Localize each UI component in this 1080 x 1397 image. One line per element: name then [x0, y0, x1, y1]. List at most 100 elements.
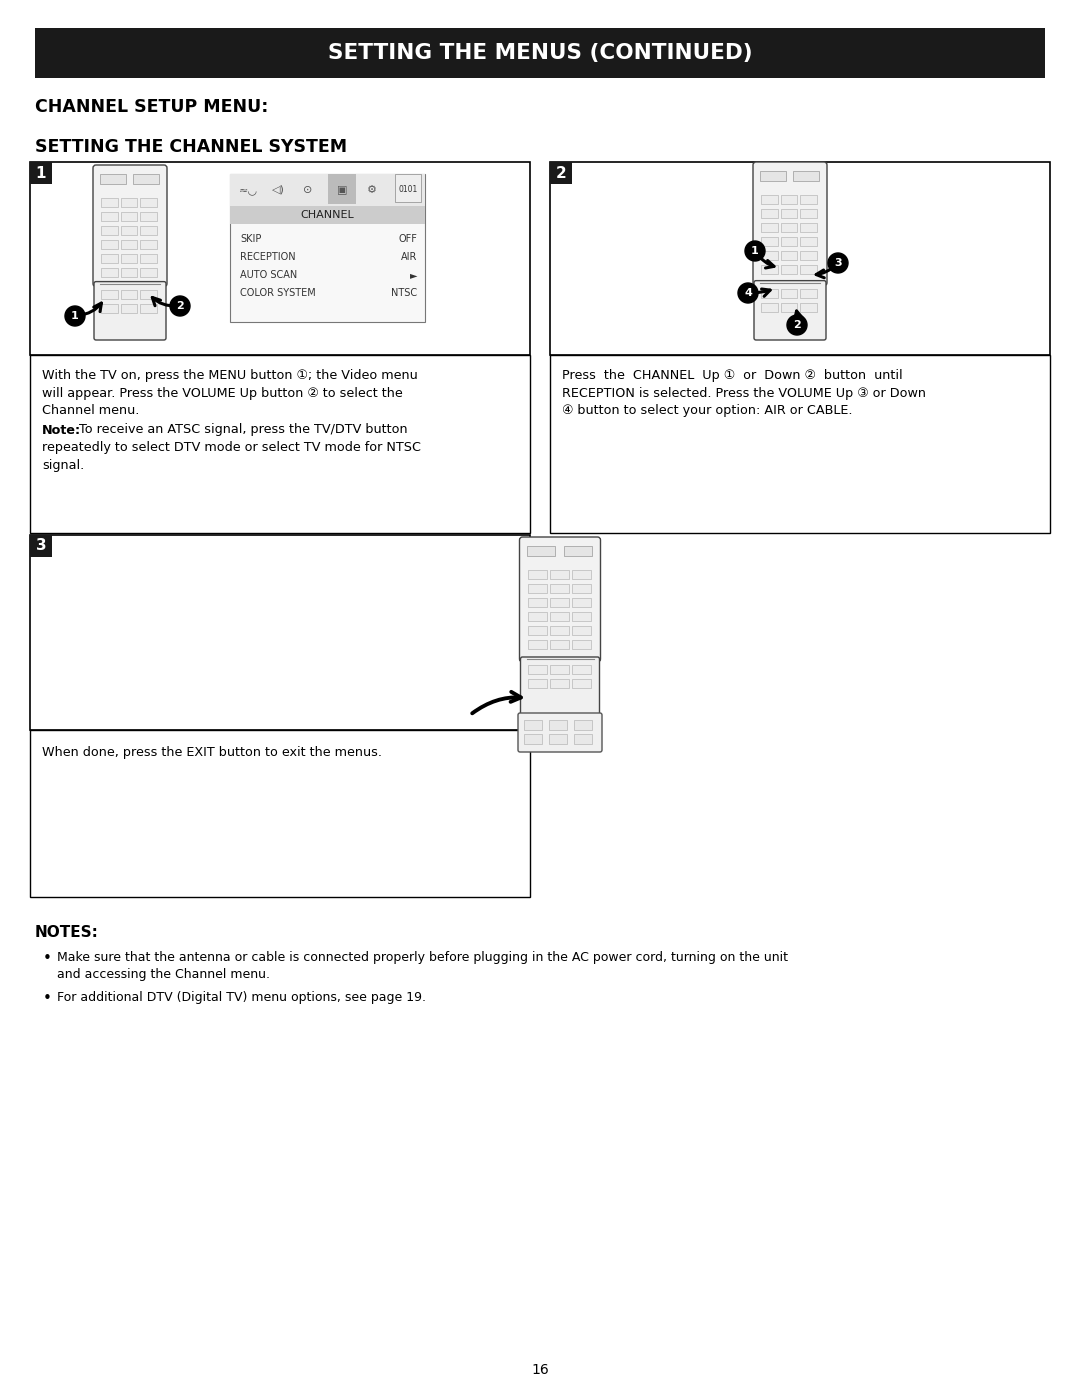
Text: NTSC: NTSC [391, 288, 417, 298]
Text: repeatedly to select DTV mode or select TV mode for NTSC: repeatedly to select DTV mode or select … [42, 441, 421, 454]
Bar [761, 265, 778, 274]
Bar [550, 626, 568, 636]
Bar [102, 268, 118, 277]
Text: OFF: OFF [399, 235, 417, 244]
Bar [140, 254, 157, 263]
Bar [571, 626, 591, 636]
Bar [781, 251, 797, 260]
Bar [549, 719, 567, 731]
Text: 1: 1 [751, 246, 759, 256]
Bar [140, 226, 157, 235]
Bar [550, 584, 568, 592]
Text: 2: 2 [176, 300, 184, 312]
Circle shape [65, 306, 85, 326]
Text: Channel menu.: Channel menu. [42, 404, 139, 416]
Bar [800, 210, 816, 218]
Bar [121, 198, 137, 207]
Bar [30, 355, 530, 534]
Bar [527, 584, 546, 592]
Bar [573, 733, 592, 745]
Bar [140, 240, 157, 249]
Bar [140, 289, 157, 299]
Text: ⊙: ⊙ [303, 184, 313, 196]
Bar [102, 198, 118, 207]
Text: will appear. Press the VOLUME Up button ② to select the: will appear. Press the VOLUME Up button … [42, 387, 403, 400]
Text: AUTO SCAN: AUTO SCAN [240, 270, 297, 279]
Text: 1: 1 [71, 312, 79, 321]
Text: RECEPTION: RECEPTION [240, 251, 296, 263]
Text: CHANNEL SETUP MENU:: CHANNEL SETUP MENU: [35, 98, 268, 116]
FancyBboxPatch shape [518, 712, 602, 752]
Text: Press  the  CHANNEL  Up ①  or  Down ②  button  until: Press the CHANNEL Up ① or Down ② button … [562, 369, 903, 381]
Text: •: • [43, 951, 52, 965]
Bar [781, 303, 797, 312]
Bar [800, 237, 816, 246]
Bar [121, 268, 137, 277]
Bar [800, 303, 816, 312]
Bar [800, 196, 816, 204]
Bar [800, 289, 816, 298]
Bar [550, 679, 568, 687]
Text: 16: 16 [531, 1363, 549, 1377]
Bar [761, 210, 778, 218]
Text: •: • [43, 990, 52, 1006]
Circle shape [828, 253, 848, 272]
Bar [30, 162, 530, 355]
Bar [527, 665, 546, 673]
Text: ▣: ▣ [337, 184, 348, 196]
Bar [102, 254, 118, 263]
Bar [794, 170, 820, 182]
Bar [781, 237, 797, 246]
Text: ◁): ◁) [271, 184, 284, 196]
Bar [121, 240, 137, 249]
Text: With the TV on, press the MENU button ①; the Video menu: With the TV on, press the MENU button ①;… [42, 369, 418, 381]
Bar [102, 303, 118, 313]
Bar [571, 612, 591, 622]
Text: ⚙: ⚙ [367, 184, 377, 196]
Bar [140, 303, 157, 313]
Text: 2: 2 [793, 320, 801, 330]
Bar [230, 175, 426, 321]
Bar [121, 212, 137, 221]
Bar [527, 570, 546, 578]
Bar [527, 598, 546, 608]
Bar [571, 598, 591, 608]
Text: AIR: AIR [401, 251, 417, 263]
Bar [527, 612, 546, 622]
Text: To receive an ATSC signal, press the TV/DTV button: To receive an ATSC signal, press the TV/… [75, 423, 407, 436]
Bar [781, 196, 797, 204]
Bar [100, 175, 126, 184]
Bar [781, 265, 797, 274]
FancyBboxPatch shape [754, 281, 826, 339]
Text: 1: 1 [36, 165, 46, 180]
FancyBboxPatch shape [94, 282, 166, 339]
Bar [527, 546, 555, 556]
Bar [134, 175, 159, 184]
Bar [230, 205, 426, 224]
Bar [781, 289, 797, 298]
Text: NOTES:: NOTES: [35, 925, 99, 940]
Bar [761, 289, 778, 298]
Bar [564, 546, 592, 556]
FancyBboxPatch shape [93, 165, 167, 286]
FancyBboxPatch shape [753, 162, 827, 285]
Text: For additional DTV (Digital TV) menu options, see page 19.: For additional DTV (Digital TV) menu opt… [57, 990, 426, 1004]
Bar [140, 212, 157, 221]
Bar [800, 265, 816, 274]
Bar [328, 175, 356, 204]
Text: SETTING THE MENUS (CONTINUED): SETTING THE MENUS (CONTINUED) [327, 43, 753, 63]
Bar [102, 212, 118, 221]
Text: signal.: signal. [42, 458, 84, 472]
Text: When done, press the EXIT button to exit the menus.: When done, press the EXIT button to exit… [42, 746, 382, 759]
Circle shape [170, 296, 190, 316]
Text: 4: 4 [744, 288, 752, 298]
Text: ≈◡: ≈◡ [239, 184, 257, 196]
Text: 3: 3 [36, 538, 46, 553]
Bar [121, 303, 137, 313]
Text: 2: 2 [555, 165, 566, 180]
Text: COLOR SYSTEM: COLOR SYSTEM [240, 288, 315, 298]
Bar [102, 289, 118, 299]
Circle shape [745, 242, 765, 261]
Bar [230, 175, 426, 205]
Text: 3: 3 [834, 258, 841, 268]
